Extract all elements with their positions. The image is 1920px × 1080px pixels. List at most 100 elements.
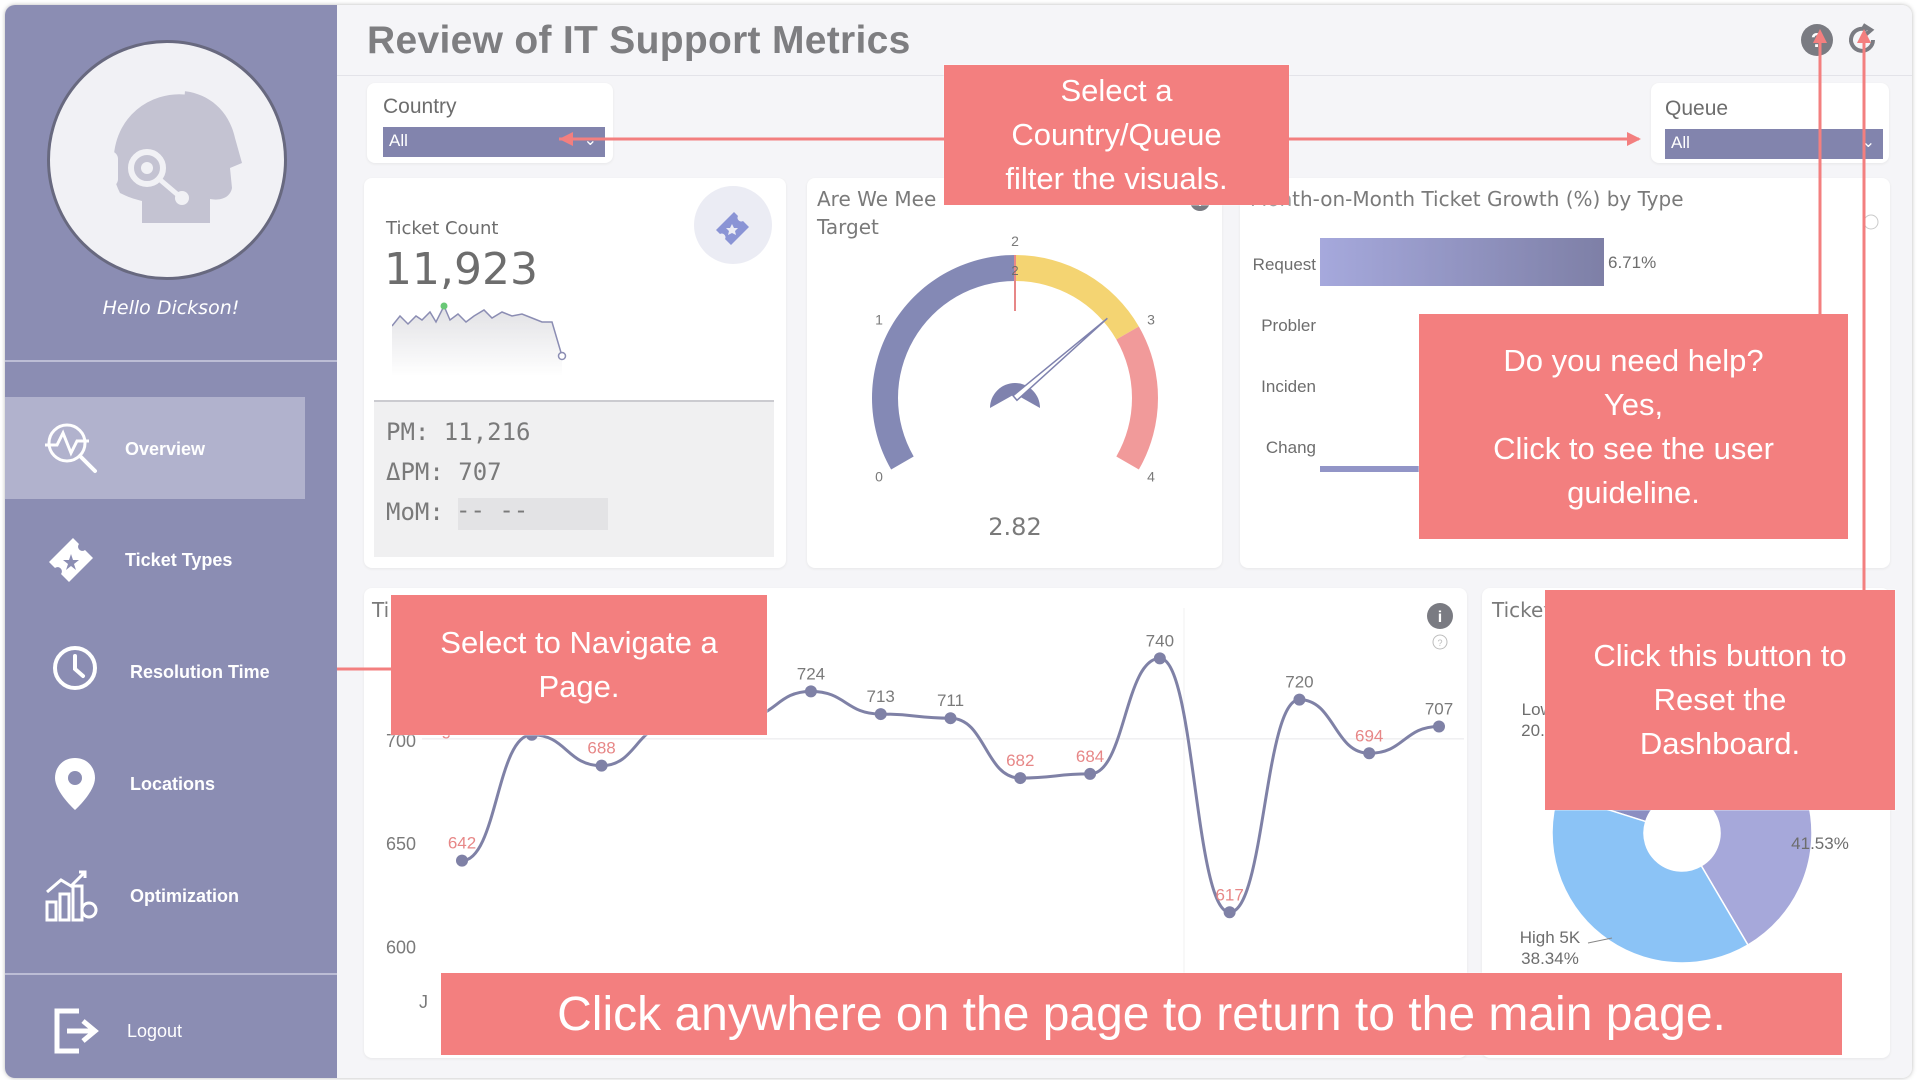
gauge-tick-label: 3 — [1147, 312, 1155, 328]
help-icon[interactable]: ? — [1800, 23, 1834, 57]
trend-data-label: 682 — [1006, 751, 1034, 770]
sidebar-divider — [5, 360, 337, 362]
help-callout-line: Yes, — [1603, 386, 1664, 422]
nav-item-optimization[interactable]: Optimization — [5, 846, 305, 948]
trend-point — [1293, 693, 1306, 706]
kpi-divider — [374, 400, 774, 402]
kpi-pm: PM: 11,216 — [386, 418, 531, 446]
svg-text:?: ? — [1811, 30, 1823, 52]
trend-point — [1223, 906, 1236, 919]
greeting: Hello Dickson! — [102, 297, 240, 319]
info-icon[interactable]: i ? — [1424, 602, 1456, 652]
reset-callout-line: Click this button to — [1593, 638, 1847, 673]
help-callout-line: Do you need help? — [1503, 342, 1764, 378]
logout-button[interactable]: Logout — [5, 981, 305, 1078]
growth-category-label: Request — [1253, 255, 1317, 274]
arrowhead-queue — [1627, 132, 1641, 146]
growth-category-label: Probler — [1261, 316, 1316, 335]
nav-callout-line: Select to Navigate a — [440, 625, 718, 660]
reset-callout-line: Dashboard. — [1639, 726, 1801, 761]
ticket-icon — [716, 212, 749, 245]
kpi-mom-value: -- -- — [456, 496, 529, 524]
trend-point — [804, 685, 817, 698]
donut-slice-label: High 5K — [1520, 928, 1581, 947]
trend-point — [1084, 767, 1097, 780]
dashboard-window: Hello Dickson! Overview Ticket Types Res… — [5, 5, 1912, 1078]
growth-bar — [1320, 238, 1604, 286]
trend-data-label: 707 — [1425, 699, 1453, 718]
y-tick-label: 600 — [386, 937, 416, 957]
gauge-band — [1015, 255, 1139, 340]
queue-dropdown[interactable]: All ⌄ — [1665, 129, 1883, 159]
avatar — [47, 40, 287, 280]
trend-data-label: 740 — [1146, 631, 1174, 650]
gauge-tick-label: 2 — [1011, 233, 1019, 249]
gauge-title-line1: Are We Mee — [817, 187, 937, 211]
svg-text:i: i — [1438, 609, 1442, 626]
reset-callout-line: Reset the — [1653, 682, 1787, 717]
trend-data-label: 711 — [937, 691, 964, 710]
trend-point — [944, 712, 957, 725]
help-callout-line: guideline. — [1567, 474, 1700, 510]
kpi-value: 11,923 — [384, 244, 538, 295]
trend-data-label: 684 — [1076, 747, 1104, 766]
sidebar-divider — [5, 973, 337, 975]
help-callout[interactable]: Do you need help? Yes, Click to see the … — [1419, 314, 1848, 539]
trend-title: Ti — [372, 598, 390, 622]
trend-data-label: 617 — [1215, 885, 1243, 904]
nav-label: Overview — [125, 439, 206, 459]
kpi-label: Ticket Count — [386, 218, 499, 239]
growth-title: Month-on-Month Ticket Growth (%) by Type — [1250, 187, 1684, 211]
queue-label: Queue — [1665, 97, 1729, 120]
gauge-band — [1116, 326, 1158, 470]
trend-point — [1153, 652, 1166, 665]
nav-item-locations[interactable]: Locations — [5, 734, 305, 836]
donut-leader-line — [1587, 937, 1613, 944]
gauge-band — [872, 255, 1015, 470]
growth-category-label: Chang — [1266, 438, 1316, 457]
trend-line — [461, 656, 1440, 914]
nav-item-ticket-types[interactable]: Ticket Types — [5, 510, 305, 612]
return-callout[interactable]: Click anywhere on the page to return to … — [441, 973, 1842, 1055]
reset-callout[interactable]: Click this button to Reset the Dashboard… — [1545, 590, 1895, 810]
chevron-down-icon: ⌄ — [1861, 134, 1875, 151]
return-callout-text: Click anywhere on the page to return to … — [557, 987, 1726, 1041]
nav-callout[interactable]: Select to Navigate a Page. — [391, 595, 767, 735]
gauge-tick-label: 4 — [1147, 469, 1155, 485]
donut-slice — [1551, 792, 1749, 964]
growth-category-label: Inciden — [1261, 377, 1316, 396]
chevron-down-icon: ⌄ — [583, 132, 597, 149]
filter-callout[interactable]: Select a Country/Queue filter the visual… — [944, 65, 1289, 205]
country-dropdown[interactable]: All ⌄ — [383, 127, 605, 157]
reset-icon[interactable] — [1845, 23, 1879, 57]
help-callout-line: Click to see the user — [1493, 430, 1774, 466]
nav-item-overview[interactable]: Overview — [5, 397, 305, 499]
gauge-title-line2: Target — [817, 215, 879, 239]
trend-point — [1363, 747, 1376, 760]
gauge-chart: 0 1 2 3 4 2 — [872, 233, 1158, 485]
donut-slice-percent: 41.53% — [1791, 834, 1849, 853]
svg-text:?: ? — [1437, 638, 1442, 648]
gauge-tick-label: 0 — [875, 469, 883, 485]
ticket-count-card: Ticket Count 11,923 PM: 11,216 ΔPM: 707 … — [364, 178, 786, 568]
queue-value: All — [1671, 133, 1690, 152]
support-agent-icon — [100, 87, 242, 223]
kpi-sparkline — [392, 302, 567, 376]
logout-label: Logout — [127, 1021, 183, 1041]
trend-data-label: 713 — [867, 687, 895, 706]
gauge-value: 2.82 — [988, 513, 1042, 541]
ticket-icon — [49, 538, 93, 582]
nav-item-resolution-time[interactable]: Resolution Time — [5, 622, 305, 724]
trend-data-label: 720 — [1285, 673, 1313, 692]
queue-slicer: Queue All ⌄ — [1651, 83, 1889, 163]
trend-point — [874, 708, 887, 721]
ticket-trend-line-chart: 600650700Avg: 701J6426887711724713711682… — [386, 608, 1464, 1028]
gauge-tick-label: 1 — [875, 312, 883, 328]
logout-icon — [54, 1008, 99, 1054]
growth-bar-label: 6.71% — [1608, 253, 1656, 272]
nav-label: Resolution Time — [130, 662, 270, 682]
filter-callout-line: Select a — [1060, 73, 1173, 108]
sidebar: Hello Dickson! Overview Ticket Types Res… — [5, 5, 337, 1078]
growth-chart-icon — [45, 870, 98, 922]
